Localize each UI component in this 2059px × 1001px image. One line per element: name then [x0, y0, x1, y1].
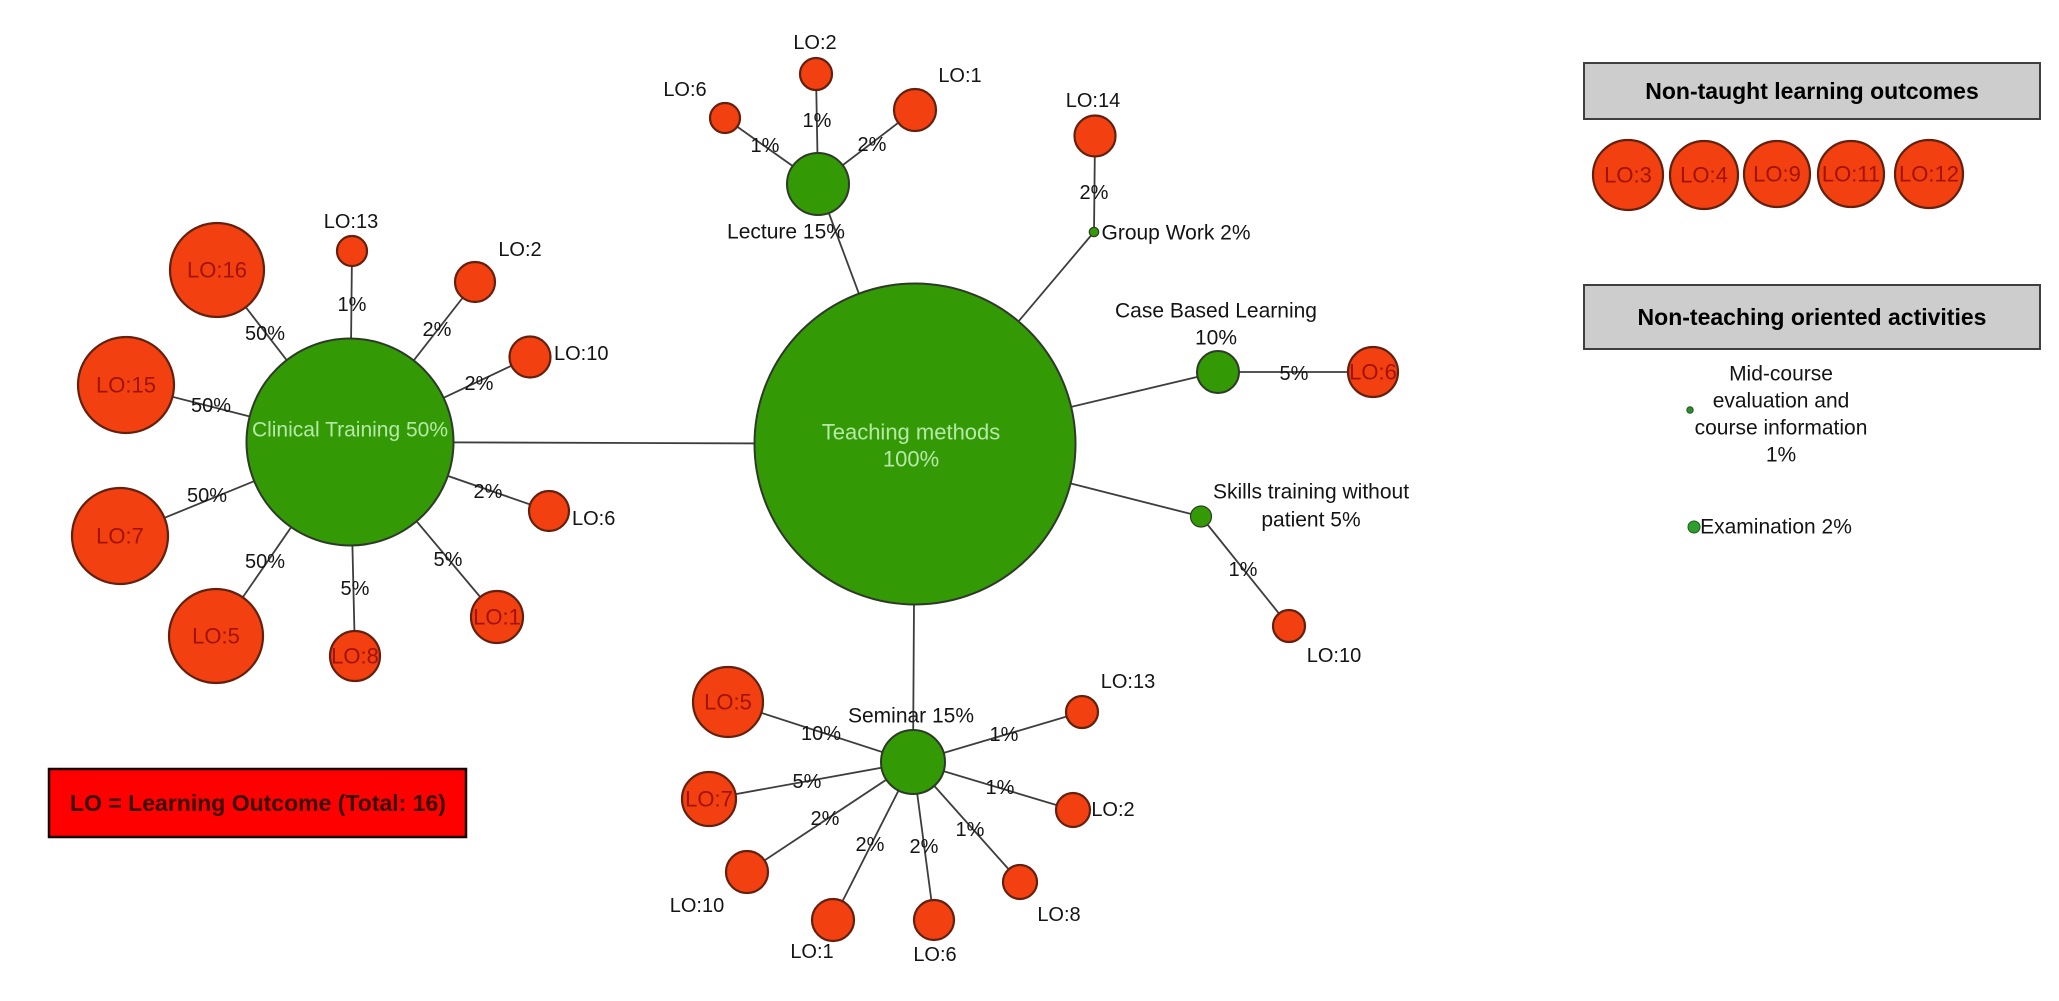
svg-text:LO:8: LO:8 — [1037, 904, 1080, 926]
svg-text:50%: 50% — [187, 485, 227, 507]
svg-text:1%: 1% — [803, 110, 832, 132]
svg-text:Non-taught learning outcomes: Non-taught learning outcomes — [1645, 78, 1979, 104]
svg-text:LO:11: LO:11 — [1822, 162, 1880, 187]
svg-text:2%: 2% — [1080, 182, 1109, 204]
svg-text:1%: 1% — [338, 294, 367, 316]
svg-text:50%: 50% — [191, 395, 231, 417]
svg-text:LO:1: LO:1 — [473, 605, 521, 630]
svg-text:LO:6: LO:6 — [572, 508, 615, 530]
svg-text:2%: 2% — [474, 481, 503, 503]
svg-text:1%: 1% — [990, 724, 1019, 746]
svg-text:100%: 100% — [883, 447, 939, 472]
svg-text:LO:8: LO:8 — [331, 644, 379, 669]
svg-text:2%: 2% — [423, 319, 452, 341]
svg-text:LO:13: LO:13 — [1101, 671, 1155, 693]
svg-text:evaluation and: evaluation and — [1713, 390, 1850, 413]
svg-text:LO:6: LO:6 — [913, 944, 956, 966]
svg-text:LO:12: LO:12 — [1899, 162, 1959, 187]
svg-text:LO:2: LO:2 — [1091, 799, 1134, 821]
svg-text:LO:1: LO:1 — [790, 941, 833, 963]
svg-text:LO = Learning Outcome (Total:: LO = Learning Outcome (Total: 16) — [70, 790, 446, 816]
svg-text:1%: 1% — [1229, 559, 1258, 581]
svg-text:Mid-course: Mid-course — [1729, 363, 1833, 386]
svg-text:Skills training without: Skills training without — [1213, 481, 1409, 504]
svg-text:10%: 10% — [801, 723, 841, 745]
svg-text:LO:14: LO:14 — [1066, 90, 1120, 112]
svg-text:LO:6: LO:6 — [663, 79, 706, 101]
svg-text:5%: 5% — [341, 578, 370, 600]
svg-text:Case Based Learning: Case Based Learning — [1115, 300, 1317, 323]
svg-text:50%: 50% — [245, 323, 285, 345]
svg-text:LO:3: LO:3 — [1604, 163, 1652, 188]
svg-text:Seminar 15%: Seminar 15% — [848, 705, 974, 728]
svg-text:Clinical Training 50%: Clinical Training 50% — [252, 419, 448, 442]
svg-text:LO:13: LO:13 — [324, 211, 378, 233]
svg-text:2%: 2% — [910, 836, 939, 858]
svg-text:LO:1: LO:1 — [938, 65, 981, 87]
svg-text:LO:7: LO:7 — [685, 787, 733, 812]
svg-text:1%: 1% — [956, 819, 985, 841]
svg-text:1%: 1% — [986, 777, 1015, 799]
svg-text:2%: 2% — [856, 834, 885, 856]
svg-text:LO:10: LO:10 — [670, 895, 724, 917]
svg-text:LO:6: LO:6 — [1349, 360, 1397, 385]
svg-text:LO:10: LO:10 — [554, 343, 608, 365]
svg-text:patient 5%: patient 5% — [1261, 509, 1360, 532]
svg-text:LO:2: LO:2 — [793, 32, 836, 54]
svg-text:2%: 2% — [465, 373, 494, 395]
svg-text:Lecture 15%: Lecture 15% — [727, 221, 845, 244]
svg-text:LO:16: LO:16 — [187, 258, 247, 283]
svg-text:1%: 1% — [751, 135, 780, 157]
svg-text:course information: course information — [1695, 417, 1868, 440]
svg-text:LO:9: LO:9 — [1753, 162, 1801, 187]
svg-text:LO:10: LO:10 — [1307, 645, 1361, 667]
svg-text:Non-teaching oriented activiti: Non-teaching oriented activities — [1638, 304, 1987, 330]
svg-text:10%: 10% — [1195, 327, 1237, 350]
svg-text:LO:4: LO:4 — [1680, 163, 1728, 188]
svg-text:Examination 2%: Examination 2% — [1700, 516, 1852, 539]
svg-text:1%: 1% — [1766, 444, 1796, 467]
svg-text:2%: 2% — [858, 134, 887, 156]
svg-text:LO:15: LO:15 — [96, 373, 156, 398]
svg-text:2%: 2% — [811, 808, 840, 830]
svg-text:LO:7: LO:7 — [96, 524, 144, 549]
svg-text:LO:2: LO:2 — [498, 239, 541, 261]
svg-text:5%: 5% — [434, 549, 463, 571]
svg-text:5%: 5% — [1280, 363, 1309, 385]
svg-text:Group Work 2%: Group Work 2% — [1102, 222, 1251, 245]
svg-text:5%: 5% — [793, 771, 822, 793]
svg-text:LO:5: LO:5 — [704, 690, 752, 715]
svg-text:Teaching methods: Teaching methods — [822, 420, 1001, 445]
svg-text:LO:5: LO:5 — [192, 624, 240, 649]
svg-text:50%: 50% — [245, 551, 285, 573]
